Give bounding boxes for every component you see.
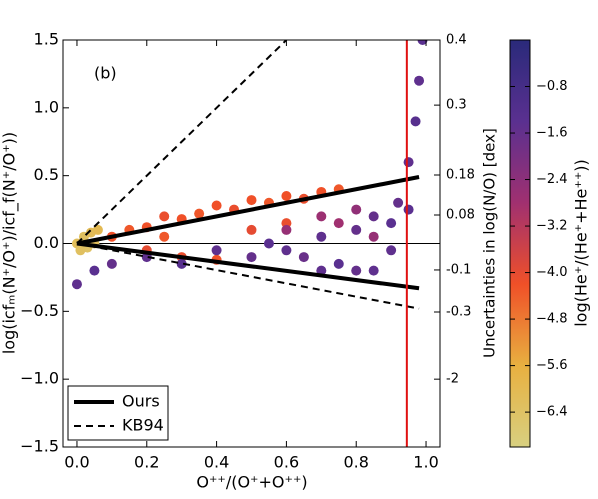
colorbar-label: log(He⁺/(He⁺+He⁺⁺)) bbox=[572, 159, 591, 327]
point bbox=[71, 279, 82, 290]
y-tick-label: −1.5 bbox=[20, 437, 59, 456]
y2-tick-label: -2 bbox=[446, 372, 459, 387]
point bbox=[211, 200, 222, 211]
point bbox=[281, 191, 292, 202]
colorbar-tick-label: −6.4 bbox=[536, 405, 568, 420]
x-tick-label: 0.6 bbox=[274, 453, 299, 472]
y-tick-label: −0.5 bbox=[20, 301, 59, 320]
y2-tick-label: 0.4 bbox=[446, 33, 467, 48]
point bbox=[316, 211, 327, 222]
point bbox=[246, 224, 257, 235]
colorbar-tick-label: −3.2 bbox=[536, 219, 568, 234]
legend-label: Ours bbox=[122, 392, 160, 411]
x-label: O⁺⁺/(O⁺+O⁺⁺) bbox=[196, 473, 307, 492]
point bbox=[106, 258, 117, 269]
y-tick-label: 0.0 bbox=[34, 233, 59, 252]
y2-tick-label: 0.3 bbox=[446, 98, 467, 113]
y-tick-label: 1.0 bbox=[34, 97, 59, 116]
colorbar-tick-label: −5.6 bbox=[536, 358, 568, 373]
point bbox=[246, 252, 257, 263]
point bbox=[351, 204, 362, 215]
point bbox=[176, 258, 187, 269]
point bbox=[316, 231, 327, 242]
fit-line bbox=[76, 175, 420, 246]
point bbox=[403, 204, 414, 215]
legend-box bbox=[67, 385, 169, 441]
point bbox=[368, 231, 379, 242]
point bbox=[281, 224, 292, 235]
point bbox=[368, 265, 379, 276]
y2-tick-label: 0.18 bbox=[446, 167, 475, 182]
point bbox=[386, 245, 397, 256]
fit-line bbox=[76, 39, 288, 245]
point bbox=[281, 245, 292, 256]
colorbar-tick-label: −2.4 bbox=[536, 172, 568, 187]
colorbar-tick-label: −1.6 bbox=[536, 126, 568, 141]
y2-tick-label: -0.3 bbox=[446, 305, 471, 320]
point bbox=[194, 208, 205, 219]
colorbar-tick-label: −4.8 bbox=[536, 312, 568, 327]
fit-line bbox=[76, 241, 420, 291]
point bbox=[368, 211, 379, 222]
colorbar-tick-label: −4.0 bbox=[536, 265, 568, 280]
point bbox=[92, 224, 103, 235]
point bbox=[316, 265, 327, 276]
point bbox=[333, 218, 344, 229]
point bbox=[386, 218, 397, 229]
x-tick-label: 0.2 bbox=[134, 453, 159, 472]
point bbox=[351, 265, 362, 276]
point bbox=[403, 157, 414, 168]
colorbar bbox=[509, 39, 531, 448]
y-tick-label: −1.0 bbox=[20, 369, 59, 388]
point bbox=[410, 116, 421, 127]
point bbox=[159, 231, 170, 242]
y2-tick-label: 0.08 bbox=[446, 208, 475, 223]
y-label: log(icfₘ(N⁺/O⁺)/icf_f(N⁺/O⁺)) bbox=[0, 132, 20, 354]
x-tick-label: 0.0 bbox=[64, 453, 89, 472]
x-tick-label: 0.4 bbox=[204, 453, 229, 472]
fit-line bbox=[76, 242, 420, 310]
y2-label: Uncertainties in log(N/O) [dex] bbox=[481, 128, 499, 358]
point bbox=[393, 197, 404, 208]
mask bbox=[63, 0, 440, 40]
x-tick-label: 0.8 bbox=[343, 453, 368, 472]
y-tick-label: 1.5 bbox=[34, 30, 59, 49]
colorbar-tick-label: −0.8 bbox=[536, 79, 568, 94]
annotation: (b) bbox=[94, 64, 117, 83]
point bbox=[351, 224, 362, 235]
point bbox=[414, 75, 425, 86]
y2-tick-label: -0.1 bbox=[446, 262, 471, 277]
point bbox=[333, 258, 344, 269]
legend: Ours KB94 bbox=[67, 385, 169, 441]
point bbox=[89, 265, 100, 276]
y-tick-label: 0.5 bbox=[34, 165, 59, 184]
point bbox=[263, 238, 274, 249]
point bbox=[159, 211, 170, 222]
point bbox=[246, 195, 257, 206]
point bbox=[211, 245, 222, 256]
point bbox=[75, 245, 86, 256]
point bbox=[298, 252, 309, 263]
legend-label: KB94 bbox=[122, 416, 164, 435]
x-tick-label: 1.0 bbox=[413, 453, 438, 472]
